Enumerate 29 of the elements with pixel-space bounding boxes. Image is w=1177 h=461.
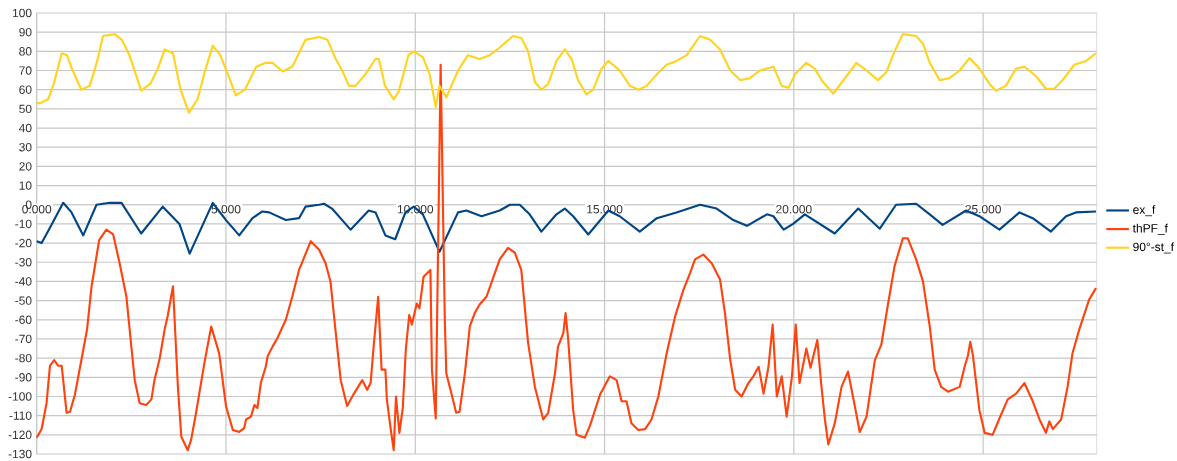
x-tick-label: 25.000 (965, 205, 1001, 214)
y-tick-label: 50 (19, 104, 32, 114)
y-tick-label: 20 (19, 162, 32, 171)
legend-label: 90°-st_f (1133, 242, 1174, 254)
y-tick-label: 90 (19, 27, 32, 37)
y-tick-label: -100 (8, 392, 32, 401)
y-tick-label: -30 (15, 258, 32, 267)
y-tick-label: -130 (8, 449, 32, 459)
y-tick-label: -120 (8, 430, 32, 440)
y-tick-label: 10 (19, 181, 32, 190)
y-tick-label: 30 (19, 142, 32, 152)
line-series (35, 33, 1098, 114)
y-tick-label: 100 (12, 8, 32, 18)
y-tick-label: -50 (15, 296, 32, 305)
legend-label: ex_f (1133, 205, 1156, 217)
y-tick-label: -70 (15, 334, 32, 344)
y-tick-label: -40 (15, 277, 32, 286)
legend-label: thPF_f (1132, 223, 1168, 235)
y-tick-label: -80 (15, 353, 32, 363)
y-tick-label: 40 (18, 123, 32, 133)
y-tick-label: -10 (15, 219, 32, 229)
y-tick-label: -20 (15, 238, 32, 248)
y-tick-label: 60 (19, 85, 32, 94)
y-tick-label: -90 (15, 373, 32, 382)
x-tick-label: 20.000 (776, 205, 812, 214)
y-tick-label: 80 (19, 47, 32, 56)
y-tick-label: 70 (19, 66, 32, 75)
y-tick-label: -110 (9, 411, 32, 420)
y-tick-label: -60 (15, 315, 32, 325)
